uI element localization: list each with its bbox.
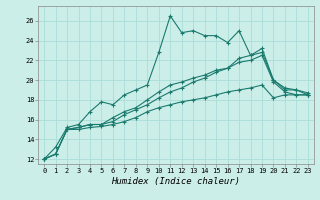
X-axis label: Humidex (Indice chaleur): Humidex (Indice chaleur) bbox=[111, 177, 241, 186]
